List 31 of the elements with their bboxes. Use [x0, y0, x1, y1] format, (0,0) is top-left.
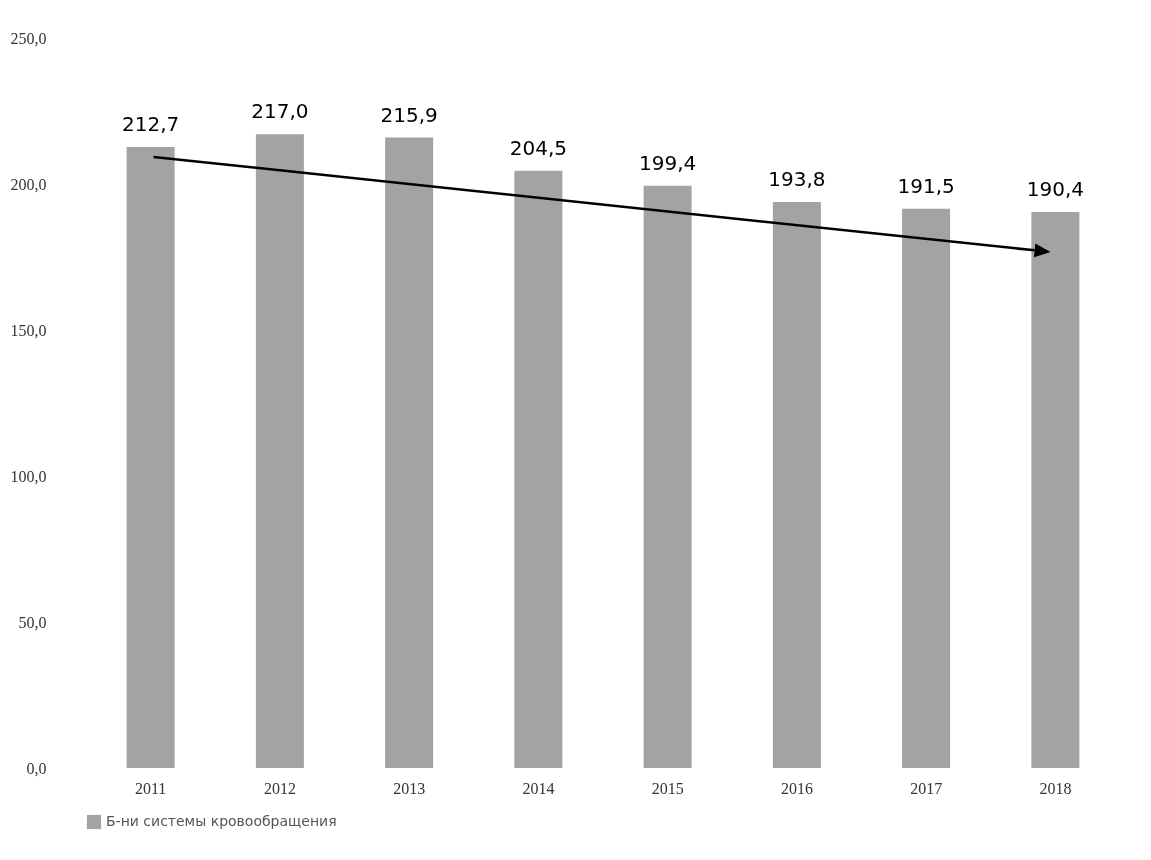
y-tick-label: 0,0	[26, 759, 47, 777]
y-tick-label: 100,0	[10, 467, 47, 485]
y-tick-label: 250,0	[10, 29, 47, 47]
x-tick-label: 2018	[1039, 779, 1072, 797]
x-tick-label: 2012	[263, 779, 296, 797]
bar	[772, 202, 821, 768]
bar	[255, 134, 304, 768]
bar	[643, 185, 692, 768]
x-tick-label: 2013	[393, 779, 426, 797]
text: 204,5	[509, 135, 568, 160]
x-tick-label: 2015	[651, 779, 684, 797]
x-tick-label: 2011	[134, 779, 167, 797]
x-tick-label: 2014	[522, 779, 555, 797]
text: 199,4	[638, 150, 697, 175]
bar	[385, 137, 434, 768]
text: 190,4	[1026, 177, 1085, 202]
legend-label: Б-ни системы кровообращения	[106, 813, 337, 829]
y-tick-label: 150,0	[10, 321, 47, 339]
y-tick-label: 50,0	[18, 613, 47, 631]
y-tick-label: 200,0	[10, 175, 47, 193]
bar	[902, 208, 951, 768]
bar	[514, 170, 563, 768]
x-tick-label: 2017	[910, 779, 943, 797]
bar	[126, 146, 175, 768]
text: 215,9	[380, 102, 438, 127]
x-tick-label: 2016	[780, 779, 813, 797]
text: 217,0	[251, 99, 309, 124]
text: 193,8	[768, 167, 826, 192]
text: 191,5	[897, 173, 955, 198]
text: 212,7	[121, 111, 180, 136]
bar	[1031, 212, 1080, 768]
